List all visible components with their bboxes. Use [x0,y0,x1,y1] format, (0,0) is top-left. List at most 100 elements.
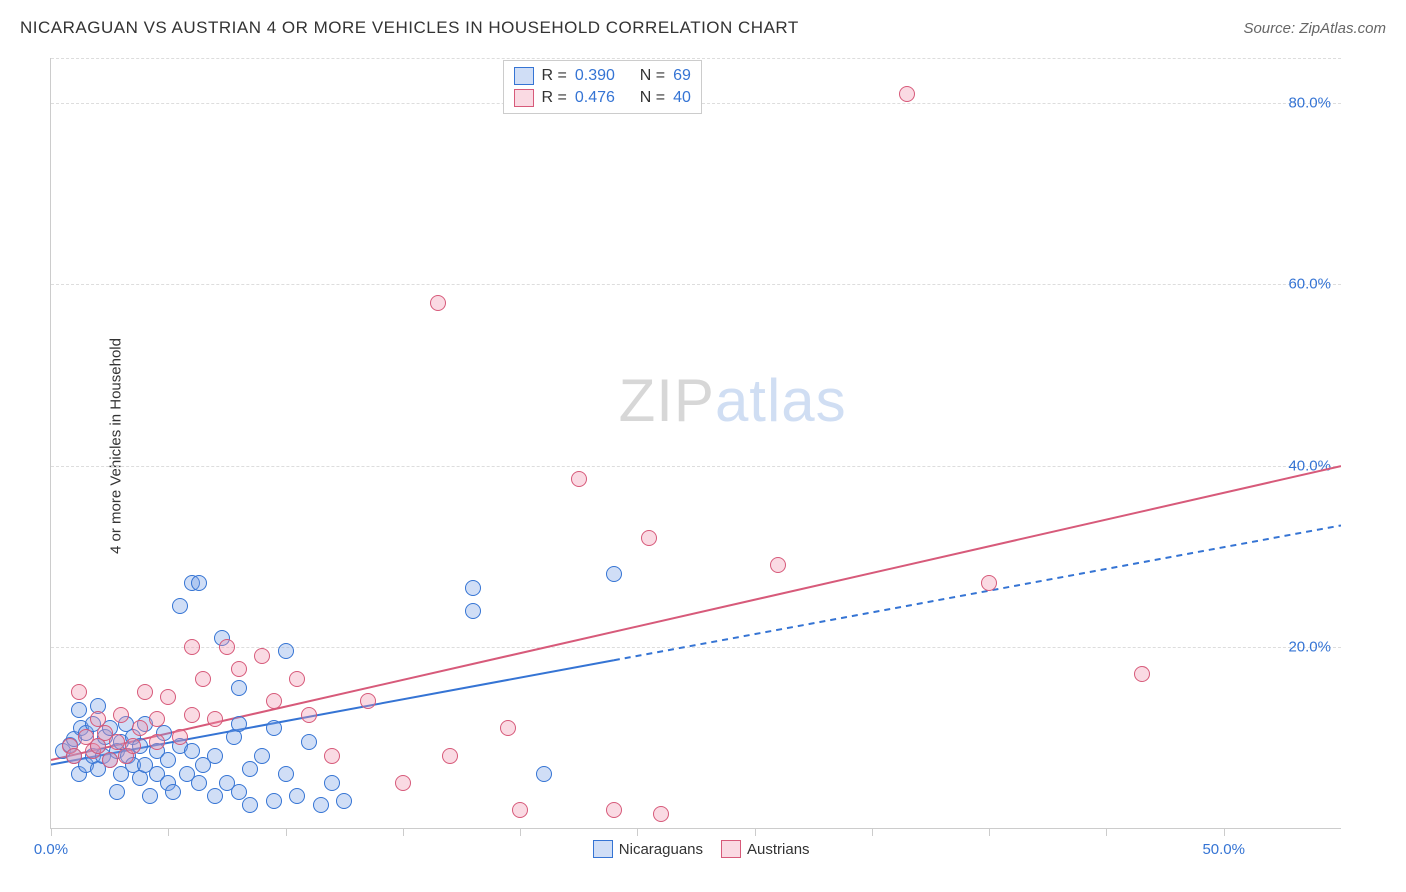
y-tick-label: 60.0% [1288,276,1331,293]
legend-label: Austrians [747,841,810,858]
x-tick-label: 0.0% [34,841,68,858]
data-point [653,806,669,822]
data-point [231,661,247,677]
x-tick [168,828,169,836]
watermark: ZIPatlas [619,366,847,435]
data-point [324,748,340,764]
data-point [219,639,235,655]
legend-swatch [514,89,534,107]
data-point [184,743,200,759]
data-point [512,802,528,818]
stats-row: R = 0.390 N = 69 [514,65,691,87]
stats-value: 0.476 [575,89,615,107]
data-point [465,580,481,596]
x-tick [872,828,873,836]
data-point [207,748,223,764]
data-point [442,748,458,764]
data-point [641,530,657,546]
data-point [430,295,446,311]
data-point [109,784,125,800]
y-tick-label: 80.0% [1288,95,1331,112]
data-point [571,471,587,487]
trend-lines [51,58,1341,828]
data-point [172,598,188,614]
stats-label: R = [542,67,567,85]
data-point [195,671,211,687]
data-point [360,693,376,709]
legend-swatch [514,67,534,85]
chart-header: NICARAGUAN VS AUSTRIAN 4 OR MORE VEHICLE… [20,18,1386,38]
gridline [51,466,1341,467]
data-point [278,643,294,659]
x-tick [403,828,404,836]
data-point [1134,666,1150,682]
y-tick-label: 40.0% [1288,457,1331,474]
data-point [137,684,153,700]
x-tick [1224,828,1225,836]
legend-item: Austrians [721,840,810,858]
data-point [71,684,87,700]
stats-label: N = [640,67,665,85]
chart-source: Source: ZipAtlas.com [1243,20,1386,37]
data-point [113,707,129,723]
data-point [184,639,200,655]
data-point [226,729,242,745]
data-point [465,603,481,619]
data-point [132,720,148,736]
data-point [160,689,176,705]
scatter-plot: ZIPatlas 20.0%40.0%60.0%80.0%0.0%50.0%R … [50,58,1341,829]
data-point [66,748,82,764]
data-point [231,680,247,696]
data-point [301,734,317,750]
x-tick [286,828,287,836]
stats-row: R = 0.476 N = 40 [514,87,691,109]
y-tick-label: 20.0% [1288,638,1331,655]
data-point [149,734,165,750]
x-tick [755,828,756,836]
data-point [289,671,305,687]
data-point [301,707,317,723]
data-point [770,557,786,573]
data-point [149,711,165,727]
data-point [102,752,118,768]
stats-label: R = [542,89,567,107]
chart-title: NICARAGUAN VS AUSTRIAN 4 OR MORE VEHICLE… [20,18,799,38]
data-point [184,707,200,723]
x-tick [51,828,52,836]
stats-value: 69 [673,67,691,85]
data-point [231,716,247,732]
data-point [266,720,282,736]
data-point [899,86,915,102]
gridline [51,58,1341,59]
stats-value: 40 [673,89,691,107]
data-point [336,793,352,809]
x-tick-label: 50.0% [1202,841,1245,858]
data-point [981,575,997,591]
x-tick [520,828,521,836]
legend-swatch [721,840,741,858]
data-point [231,784,247,800]
data-point [160,752,176,768]
stats-box: R = 0.390 N = 69 R = 0.476 N = 40 [503,60,702,114]
legend-label: Nicaraguans [619,841,703,858]
data-point [132,770,148,786]
legend-item: Nicaraguans [593,840,703,858]
data-point [207,788,223,804]
gridline [51,647,1341,648]
data-point [242,797,258,813]
data-point [254,648,270,664]
stats-label: N = [640,89,665,107]
stats-value: 0.390 [575,67,615,85]
data-point [172,729,188,745]
data-point [266,693,282,709]
data-point [278,766,294,782]
data-point [606,802,622,818]
legend: Nicaraguans Austrians [593,840,810,858]
data-point [500,720,516,736]
data-point [254,748,270,764]
data-point [289,788,305,804]
data-point [242,761,258,777]
legend-swatch [593,840,613,858]
data-point [536,766,552,782]
x-tick [637,828,638,836]
